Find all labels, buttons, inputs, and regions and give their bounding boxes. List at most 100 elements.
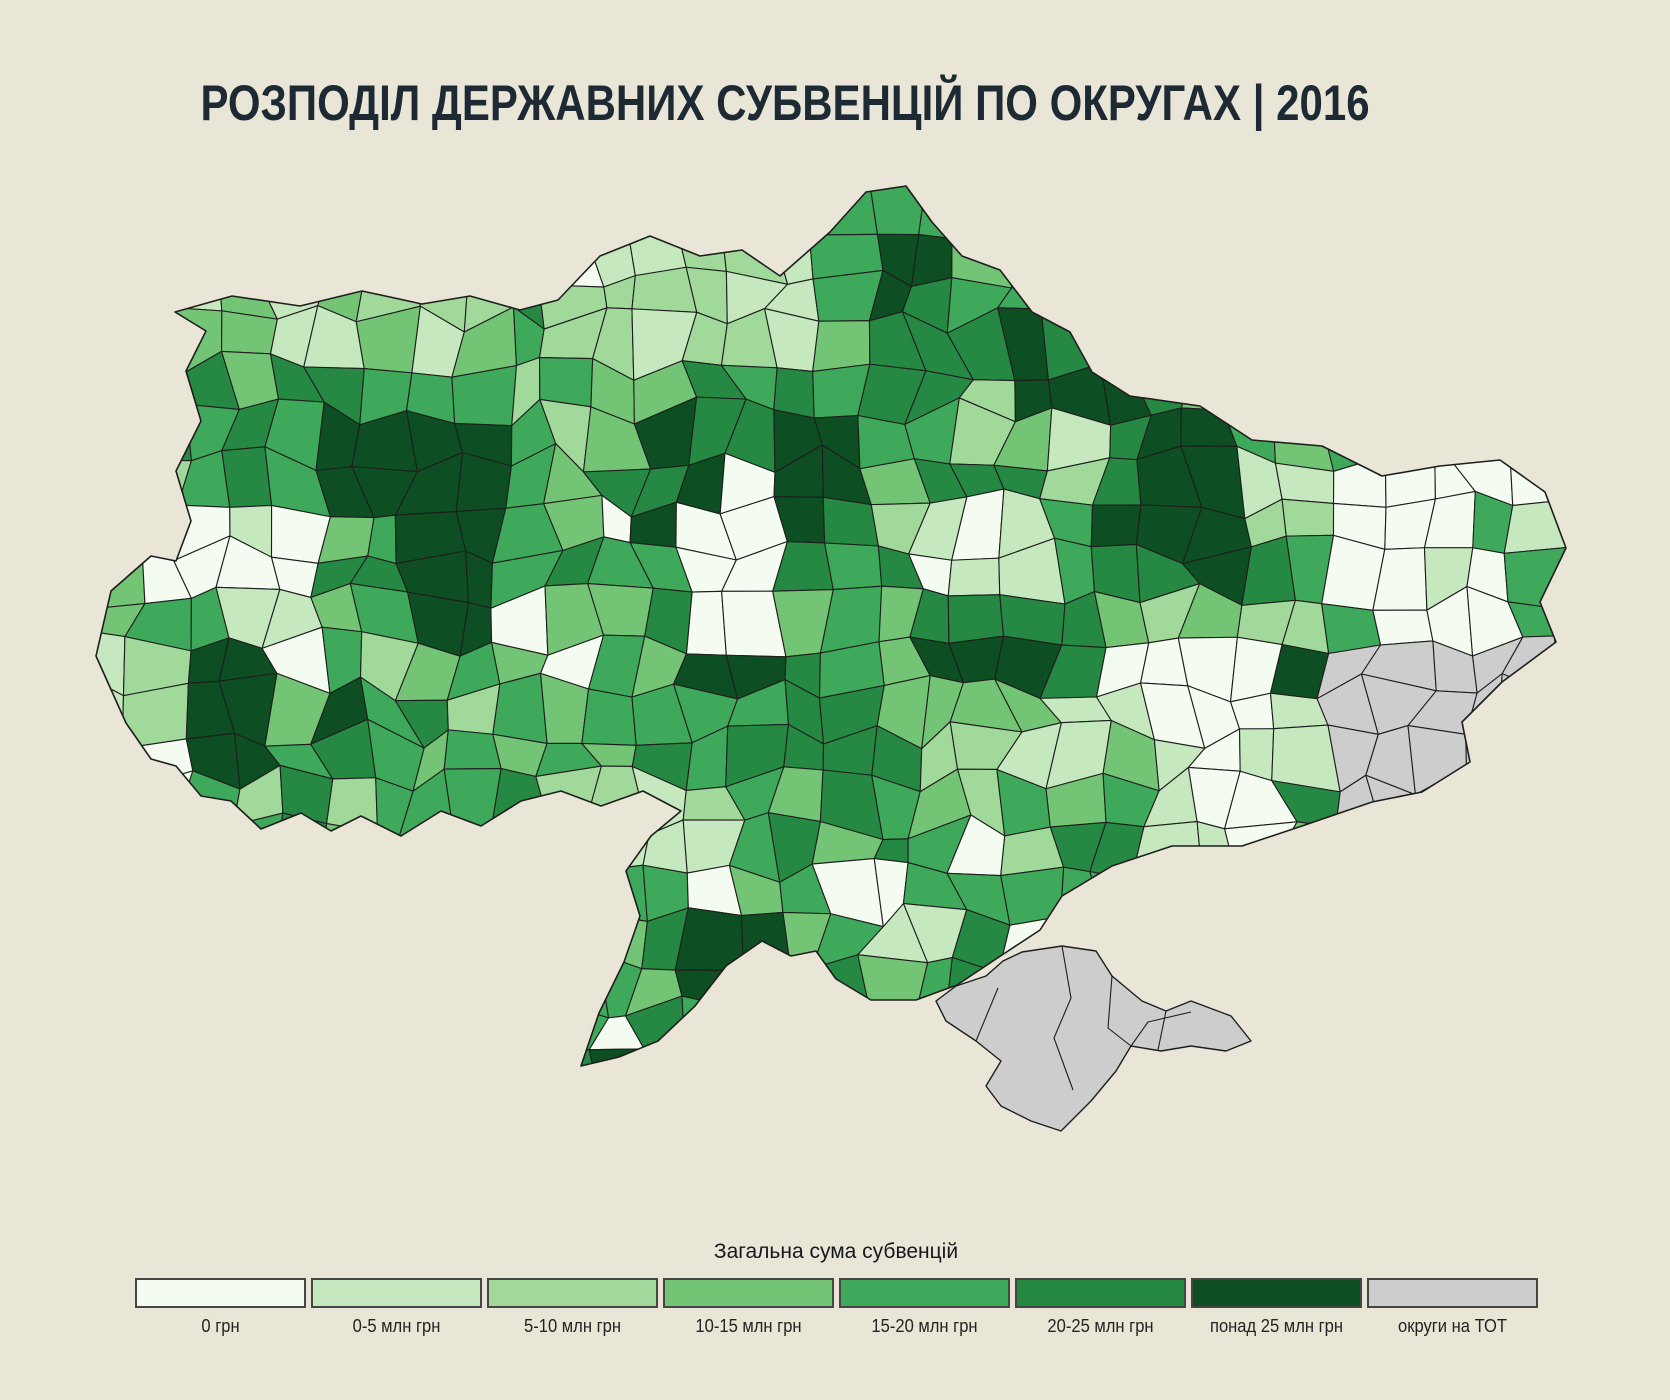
district-region (555, 1149, 606, 1205)
district-region (1467, 1045, 1528, 1066)
district-region (167, 219, 220, 286)
district-region (443, 729, 502, 770)
district-region (1563, 368, 1566, 424)
district-region (265, 1049, 324, 1066)
district-region (229, 1059, 282, 1066)
district-region (309, 865, 378, 932)
district-region (96, 906, 148, 973)
legend-label: 5-10 млн грн (523, 1316, 621, 1336)
district-region (1060, 1136, 1113, 1191)
district-region (96, 259, 143, 322)
district-region (418, 913, 471, 972)
district-region (1155, 922, 1206, 978)
district-region (1553, 583, 1566, 637)
district-region (542, 825, 590, 873)
district-region (866, 1054, 915, 1066)
district-region (1428, 221, 1479, 283)
district-region (1383, 906, 1421, 973)
district-region (1503, 422, 1566, 458)
district-region (401, 994, 465, 1066)
district-region (1523, 995, 1554, 1051)
district-region (217, 1108, 281, 1159)
district-region (1372, 1044, 1437, 1066)
district-region (536, 952, 610, 1019)
district-region (1466, 1102, 1507, 1160)
district-region (1193, 282, 1247, 334)
district-region (1509, 455, 1566, 507)
district-region (401, 1048, 472, 1066)
district-region (1372, 1017, 1437, 1049)
district-region (489, 951, 555, 1007)
district-region (352, 994, 407, 1066)
ukraine-outline (95, 185, 1567, 1067)
district-region (1549, 811, 1566, 870)
crimea-district-border (975, 987, 999, 1042)
district-region (1229, 1157, 1278, 1209)
district-region (166, 1136, 217, 1205)
district-region (1417, 906, 1477, 970)
district-region (1316, 191, 1384, 240)
district-region (350, 1050, 404, 1066)
district-region (449, 1005, 503, 1060)
district-region (1384, 455, 1436, 508)
district-region (405, 961, 465, 1009)
district-region (1040, 308, 1104, 381)
district-region (217, 265, 278, 320)
district-region (725, 1101, 778, 1157)
district-region (677, 1101, 726, 1157)
crimea-district-border (1130, 1011, 1192, 1047)
district-region (1504, 859, 1566, 931)
district-region (1132, 186, 1195, 243)
district-region (1474, 267, 1515, 328)
district-region (304, 186, 366, 236)
district-region (867, 1101, 929, 1163)
district-region (1383, 869, 1419, 921)
district-region (602, 1138, 647, 1206)
district-region (1549, 764, 1566, 822)
district-region (1506, 949, 1556, 1008)
district-region (1180, 407, 1238, 447)
district-region (402, 1110, 471, 1158)
district-region (722, 186, 785, 238)
district-region (96, 406, 128, 466)
district-region (1270, 963, 1336, 1011)
district-region (1553, 628, 1566, 699)
district-region (1417, 408, 1468, 465)
legend-swatch (1014, 1278, 1186, 1308)
district-region (1369, 281, 1430, 321)
district-region (1548, 420, 1566, 457)
district-region (1507, 1097, 1560, 1160)
district-region (1453, 408, 1511, 465)
legend-label: 0-5 млн грн (352, 1316, 440, 1336)
crimea-occupied-region (935, 945, 1252, 1132)
district-region (258, 226, 326, 283)
district-region (1099, 314, 1140, 377)
district-region (647, 1103, 698, 1138)
district-region (1330, 1093, 1386, 1142)
district-region (808, 186, 879, 236)
district-region (371, 1149, 403, 1190)
district-region (1324, 826, 1391, 879)
district-region (1047, 215, 1107, 280)
district-region (1369, 308, 1415, 370)
district-region (765, 954, 818, 1004)
district-region (1225, 186, 1289, 229)
crimea-district-border (1053, 945, 1074, 1091)
district-region (504, 1101, 555, 1156)
district-region (1410, 319, 1481, 381)
district-region (1040, 271, 1104, 324)
district-region (1463, 909, 1514, 969)
district-region (1131, 878, 1204, 924)
district-region (685, 1134, 729, 1204)
district-region (1132, 314, 1197, 377)
district-region (1547, 1049, 1566, 1066)
district-region (1132, 281, 1197, 323)
district-region (376, 831, 420, 875)
district-region (1090, 504, 1142, 548)
district-region (676, 1042, 726, 1066)
district-region (1506, 910, 1564, 961)
legend-label: округи на ТОТ (1397, 1316, 1507, 1336)
district-region (1502, 229, 1564, 286)
district-region (1503, 498, 1566, 554)
district-region (320, 823, 379, 885)
